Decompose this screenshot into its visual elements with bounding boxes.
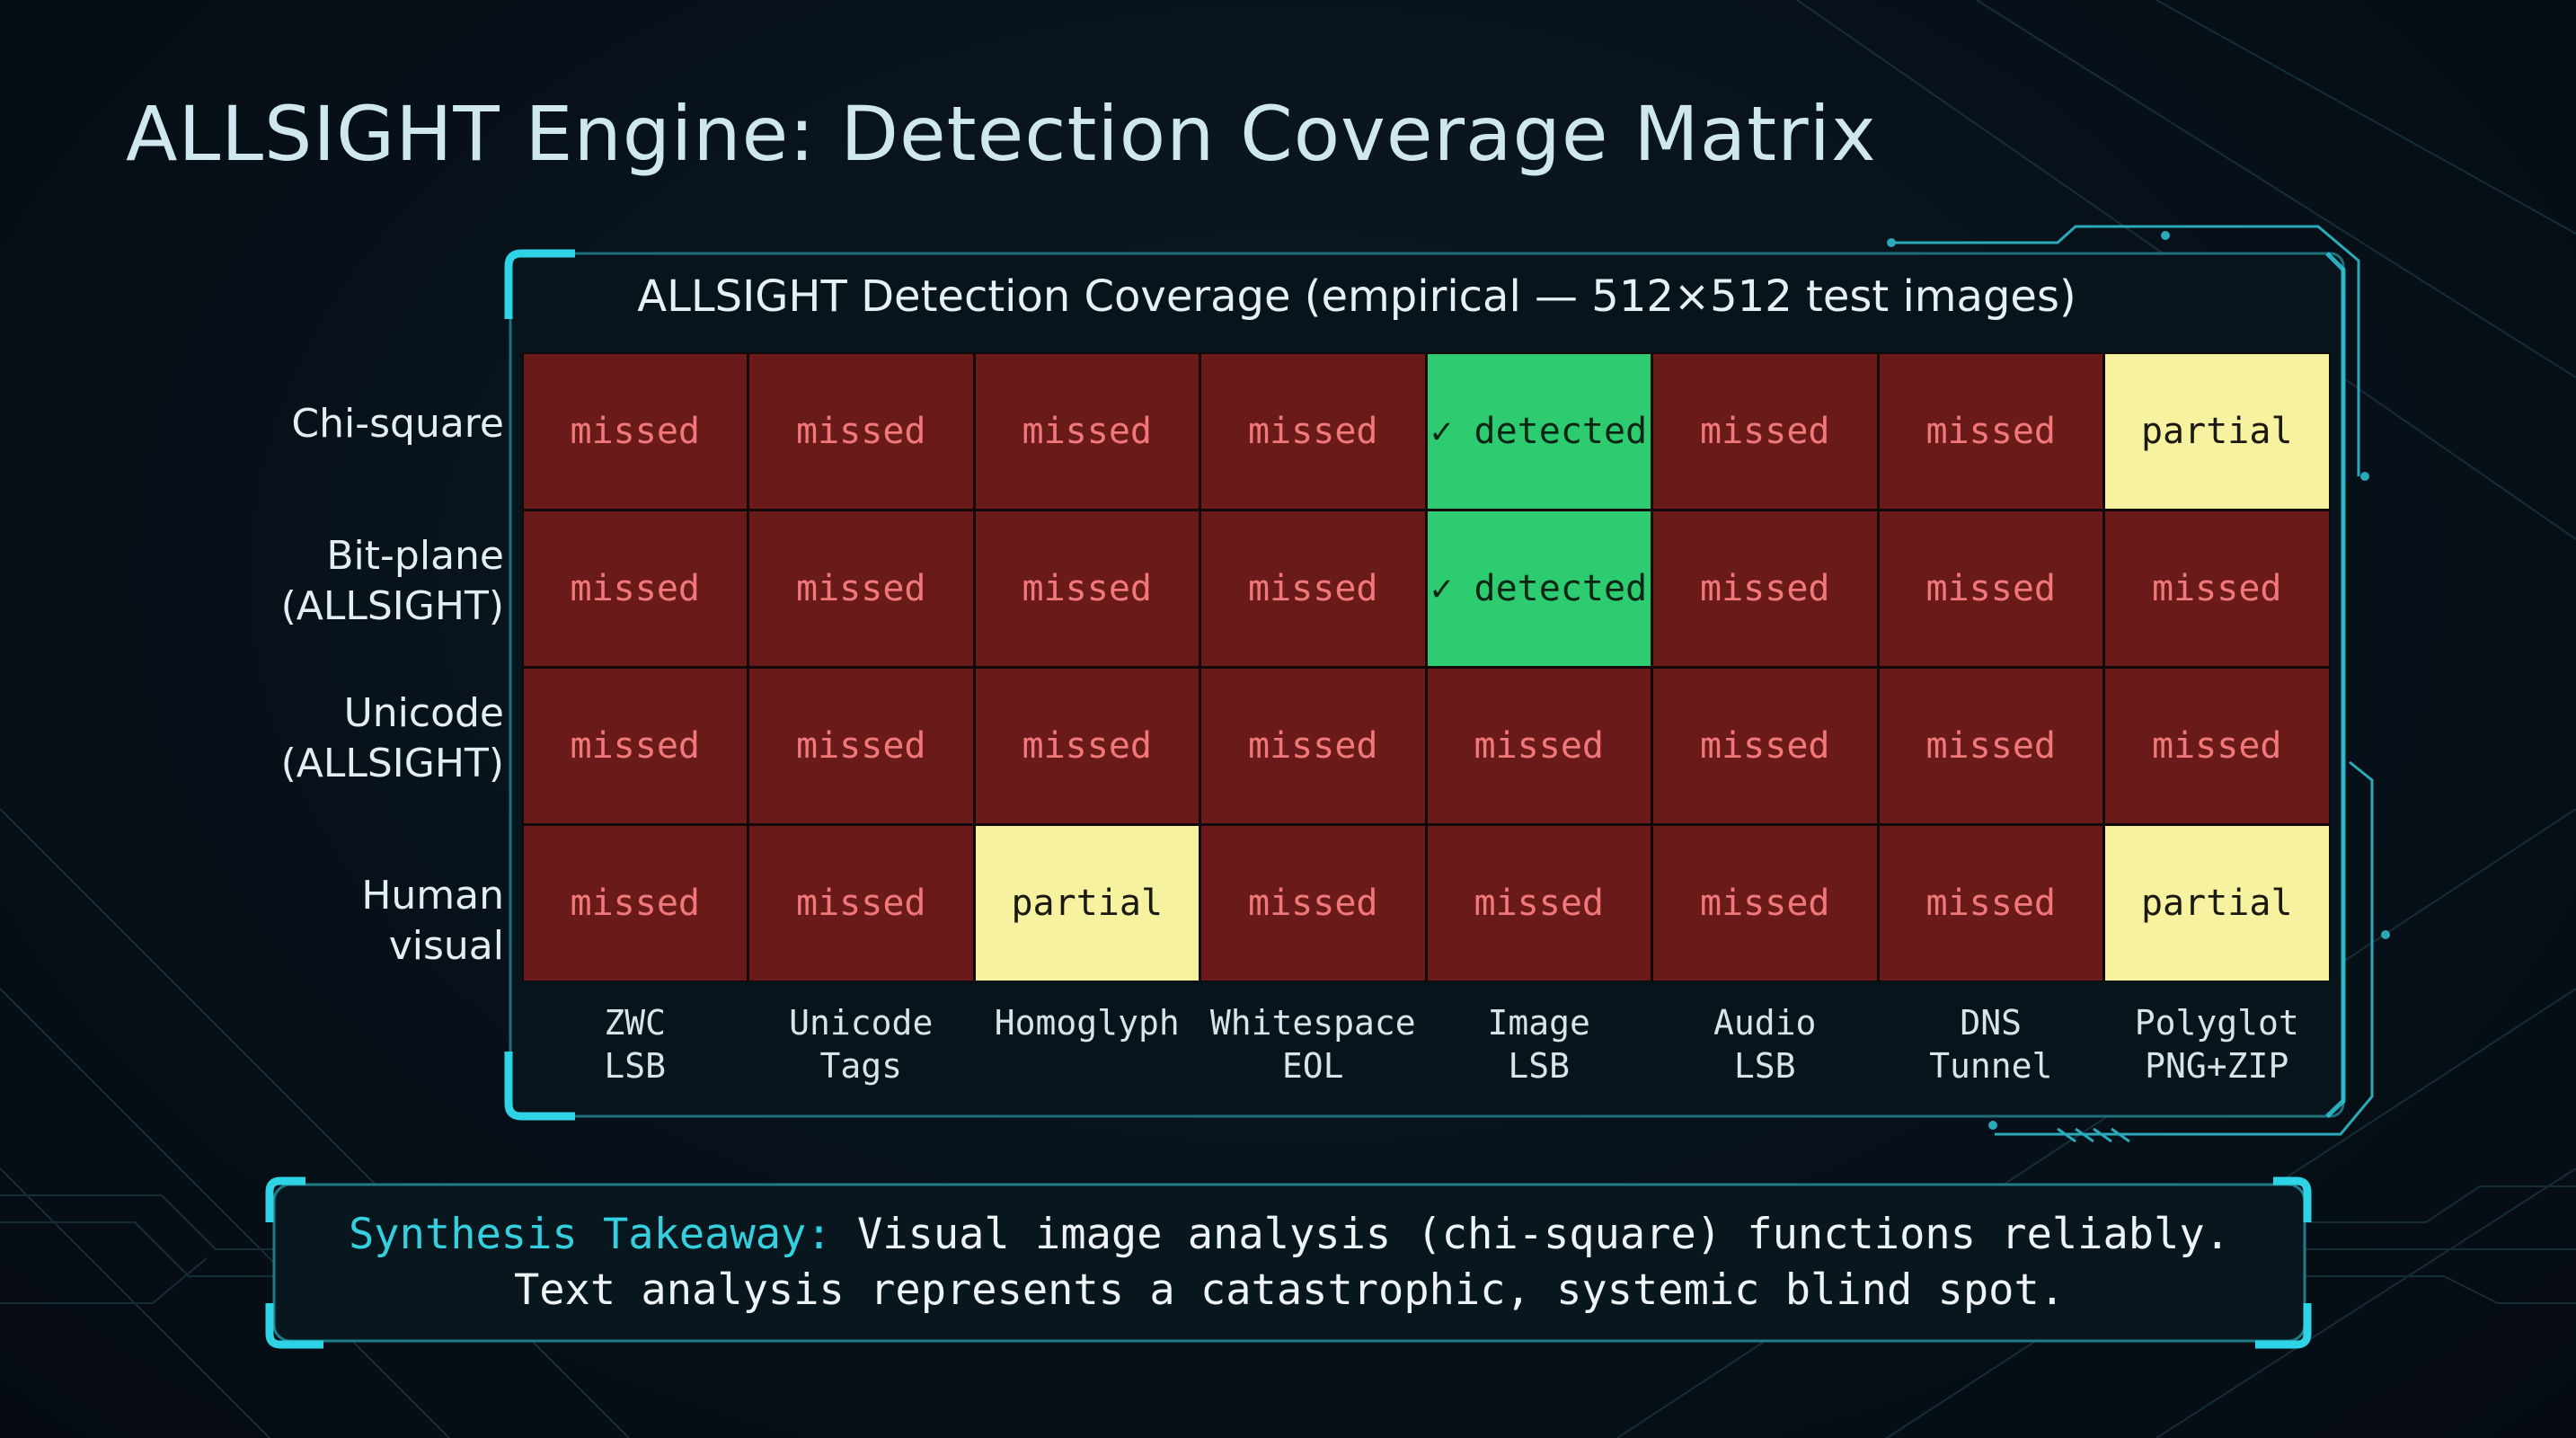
column-label: Whitespace EOL [1209,1003,1416,1086]
coverage-heatmap: missed missed missed missed ✓ detected missed… [522,352,2330,981]
column-label: DNS Tunnel [1929,1003,2053,1086]
takeaway-label: Synthesis Takeaway: [349,1210,832,1259]
cell-partial: partial [2105,825,2329,981]
cell-missed: missed [749,510,973,666]
cell-missed: missed [1879,510,2102,666]
cell-missed: missed [1653,510,1877,666]
takeaway-line-2: Text analysis represents a catastrophic,… [513,1265,2066,1315]
cell-missed: missed [975,510,1199,666]
column-label: Polyglot PNG+ZIP [2134,1003,2299,1086]
column-label: ZWC LSB [604,1003,667,1086]
row-label: Chi-square [291,400,504,447]
column-label: Audio LSB [1713,1003,1817,1086]
cell-missed: missed [2105,668,2329,823]
cell-missed: missed [1879,825,2102,981]
row-label: Human visual [361,872,504,969]
cell-missed: missed [1653,825,1877,981]
cell-missed: missed [1879,668,2102,823]
cell-missed: missed [975,353,1199,509]
row-label: Unicode (ALLSIGHT) [280,689,504,786]
cell-missed: missed [1201,825,1425,981]
cell-partial: partial [975,825,1199,981]
cell-missed: missed [749,668,973,823]
cell-detected: ✓ detected [1427,353,1651,509]
takeaway-text-1: Visual image analysis (chi-square) funct… [856,1210,2230,1259]
cell-missed: missed [1201,353,1425,509]
cell-missed: missed [523,510,747,666]
cell-missed: missed [1653,668,1877,823]
cell-missed: missed [749,825,973,981]
cell-partial: partial [2105,353,2329,509]
row-label: Bit-plane (ALLSIGHT) [280,532,504,629]
cell-missed: missed [2105,510,2329,666]
cell-missed: missed [1427,668,1651,823]
cell-missed: missed [1201,668,1425,823]
cell-missed: missed [523,353,747,509]
column-label: Homoglyph [994,1003,1180,1043]
column-label: Unicode Tags [789,1003,934,1086]
synthesis-takeaway: Synthesis Takeaway: Visual image analysi… [279,1195,2300,1330]
cell-missed: missed [1201,510,1425,666]
cell-missed: missed [749,353,973,509]
cell-missed: missed [975,668,1199,823]
cell-missed: missed [1427,825,1651,981]
cell-missed: missed [1879,353,2102,509]
cell-missed: missed [523,825,747,981]
page-title: ALLSIGHT Engine: Detection Coverage Matr… [126,90,1877,178]
cell-missed: missed [523,668,747,823]
cell-missed: missed [1653,353,1877,509]
chart-title: ALLSIGHT Detection Coverage (empirical —… [637,271,2076,322]
cell-detected: ✓ detected [1427,510,1651,666]
takeaway-line-1: Synthesis Takeaway: Visual image analysi… [349,1207,2230,1263]
column-label: Image LSB [1487,1003,1590,1086]
